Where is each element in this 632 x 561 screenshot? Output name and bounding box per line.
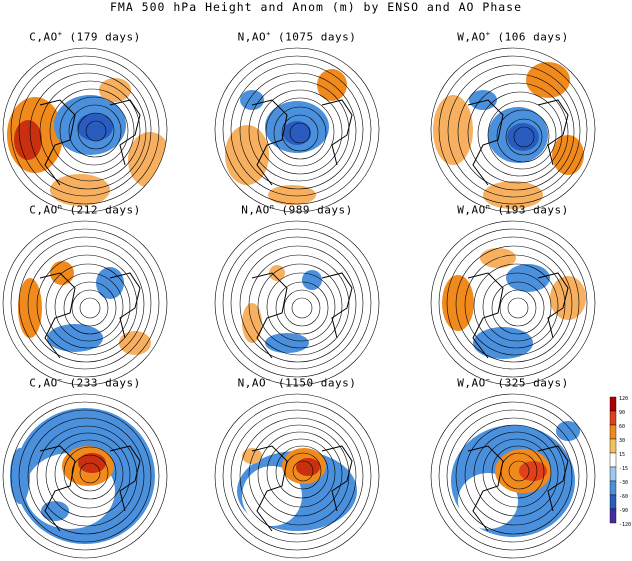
colorbar-label: 30 bbox=[619, 438, 626, 444]
colorbar-swatch bbox=[609, 438, 617, 454]
panel-title: C,AO+ (179 days) bbox=[29, 30, 141, 44]
panel-title: C,AOn (212 days) bbox=[29, 203, 141, 217]
colorbar bbox=[609, 396, 617, 524]
panel-title: N,AOn (989 days) bbox=[241, 203, 353, 217]
panel-title: W,AO− (325 days) bbox=[457, 376, 569, 390]
panel-n-ao-neutral: N,AOn (989 days) bbox=[212, 203, 382, 388]
colorbar-label: 60 bbox=[619, 424, 626, 430]
panel-w-ao-positive: W,AO+ (106 days) bbox=[428, 30, 598, 215]
colorbar-label: -30 bbox=[619, 480, 629, 486]
panel-n-ao-positive: N,AO+ (1075 days) bbox=[212, 30, 382, 215]
panel-title: N,AO− (1150 days) bbox=[237, 376, 357, 390]
colorbar-swatch bbox=[609, 396, 617, 412]
colorbar-label: -120 bbox=[619, 522, 632, 528]
panel-c-ao-positive: C,AO+ (179 days) bbox=[0, 30, 170, 215]
panel-w-ao-negative: W,AO− (325 days) bbox=[428, 376, 598, 561]
colorbar-swatch bbox=[609, 410, 617, 426]
colorbar-label: 120 bbox=[619, 396, 629, 402]
colorbar-label: -60 bbox=[619, 494, 629, 500]
panel-n-ao-negative: N,AO− (1150 days) bbox=[212, 376, 382, 561]
colorbar-label: 15 bbox=[619, 452, 626, 458]
panel-c-ao-neutral: C,AOn (212 days) bbox=[0, 203, 170, 388]
panel-title: N,AO+ (1075 days) bbox=[237, 30, 357, 44]
colorbar-label: -90 bbox=[619, 508, 629, 514]
colorbar-swatch bbox=[609, 452, 617, 468]
panel-title: W,AOn (193 days) bbox=[457, 203, 569, 217]
colorbar-swatch bbox=[609, 480, 617, 496]
panel-title: W,AO+ (106 days) bbox=[457, 30, 569, 44]
colorbar-label: -15 bbox=[619, 466, 629, 472]
figure-title: FMA 500 hPa Height and Anom (m) by ENSO … bbox=[109, 0, 523, 14]
colorbar-swatch bbox=[609, 508, 617, 524]
colorbar-label: 90 bbox=[619, 410, 626, 416]
colorbar-swatch bbox=[609, 466, 617, 482]
panel-c-ao-negative: C,AO− (233 days) bbox=[0, 376, 170, 561]
colorbar-swatch bbox=[609, 494, 617, 510]
panel-title: C,AO− (233 days) bbox=[29, 376, 141, 390]
colorbar-swatch bbox=[609, 424, 617, 440]
panel-w-ao-neutral: W,AOn (193 days) bbox=[428, 203, 598, 388]
